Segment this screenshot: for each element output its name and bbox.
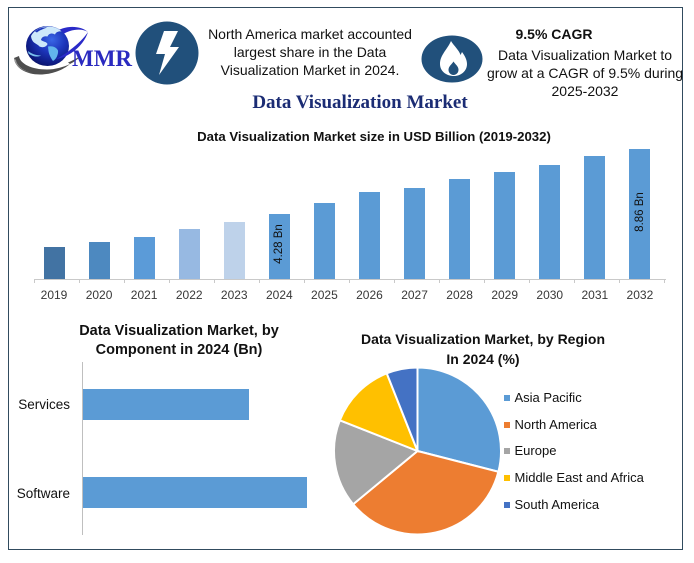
svg-text:MMR: MMR xyxy=(72,46,132,71)
